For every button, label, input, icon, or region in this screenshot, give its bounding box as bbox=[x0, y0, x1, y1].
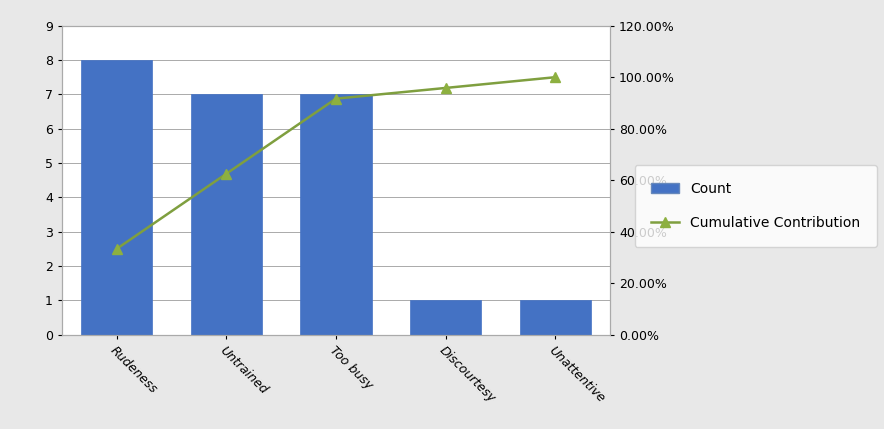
Bar bbox=[301, 94, 371, 335]
Legend: Count, Cumulative Contribution: Count, Cumulative Contribution bbox=[635, 165, 877, 247]
Bar bbox=[191, 94, 262, 335]
Bar bbox=[520, 300, 591, 335]
Bar bbox=[81, 60, 152, 335]
Bar bbox=[410, 300, 481, 335]
